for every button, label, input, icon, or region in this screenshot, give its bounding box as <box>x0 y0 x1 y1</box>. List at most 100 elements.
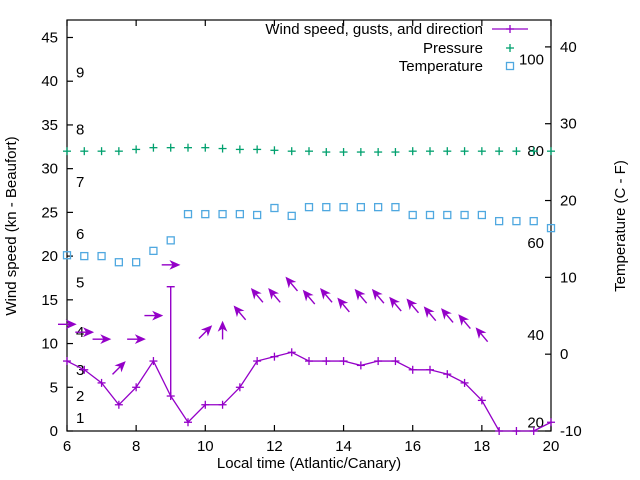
square-marker <box>80 251 89 261</box>
wind-direction-arrow <box>371 288 385 304</box>
plus-marker <box>512 427 521 435</box>
y-axis-left-ticks: 0 5 10 15 20 25 30 35 40 45 <box>41 29 73 440</box>
plus-marker <box>166 143 175 152</box>
plus-marker <box>356 361 365 370</box>
wind-direction-arrow <box>389 296 402 312</box>
plus-marker <box>305 357 313 366</box>
y-tick-label: 30 <box>41 161 58 178</box>
plus-marker <box>201 400 210 409</box>
square-marker <box>287 211 296 221</box>
plus-marker <box>426 365 434 374</box>
plus-marker <box>529 427 538 435</box>
x-tick-label: 16 <box>404 438 421 455</box>
y-tick-label: 0 <box>50 423 58 440</box>
x-tick-label: 8 <box>132 438 140 455</box>
x-axis-title: Local time (Atlantic/Canary) <box>217 455 401 472</box>
plus-marker <box>132 145 141 154</box>
plus-marker <box>506 25 514 33</box>
plus-marker <box>426 147 434 156</box>
plus-marker <box>184 143 192 152</box>
plus-marker <box>149 357 158 366</box>
plus-marker <box>547 418 555 427</box>
y-axis-left-title: Wind speed (kn - Beaufort) <box>3 136 20 315</box>
x-axis-ticks: 6 8 10 12 14 16 18 20 <box>63 20 559 455</box>
square-marker <box>443 210 452 220</box>
fahrenheit-label: 60 <box>527 235 544 252</box>
square-marker <box>252 210 262 220</box>
plus-marker <box>339 357 348 366</box>
plus-marker <box>235 383 244 392</box>
wind-direction-arrow <box>337 297 350 313</box>
gust-bars <box>166 286 175 397</box>
plus-marker <box>114 147 123 156</box>
plus-marker <box>322 148 331 157</box>
y-tick-label: 5 <box>50 379 58 396</box>
plus-marker <box>443 370 452 379</box>
wind-direction-arrow <box>406 298 420 314</box>
plus-marker <box>322 357 331 366</box>
plus-marker <box>80 147 89 156</box>
plus-marker <box>253 145 262 154</box>
y-tick-label: 45 <box>41 29 58 46</box>
plus-marker <box>287 147 296 156</box>
square-marker <box>97 251 106 261</box>
square-marker <box>505 61 515 71</box>
beaufort-label: 6 <box>76 226 84 243</box>
plus-marker <box>391 148 400 157</box>
square-marker <box>391 202 400 212</box>
wind-direction-arrow <box>285 276 299 292</box>
plus-marker <box>495 427 504 435</box>
chart-legend: Wind speed, gusts, and direction Pressure… <box>265 21 528 75</box>
wind-speed-series <box>63 348 555 435</box>
plus-marker <box>132 383 141 392</box>
wind-direction-arrow <box>302 289 316 305</box>
plus-marker <box>477 396 486 405</box>
x-tick-label: 12 <box>266 438 283 455</box>
fahrenheit-label: 40 <box>527 327 544 344</box>
y-axis-right-ticks: -10 0 10 20 30 40 <box>545 39 582 440</box>
wind-direction-arrow <box>441 308 454 323</box>
plus-marker <box>529 147 538 156</box>
plus-marker <box>218 400 227 409</box>
plus-marker <box>63 357 71 366</box>
wind-direction-arrow <box>112 361 126 375</box>
wind-direction-arrow <box>320 287 333 303</box>
plus-marker <box>547 147 555 156</box>
wind-direction-arrow <box>233 305 247 321</box>
plus-marker <box>356 148 365 157</box>
y-tick-label: 10 <box>41 336 58 353</box>
plot-border <box>66 19 552 432</box>
plus-marker <box>97 378 106 387</box>
beaufort-label: 8 <box>76 121 84 138</box>
plus-marker <box>305 147 313 156</box>
wind-direction-arrow <box>58 319 77 330</box>
square-marker <box>270 203 279 213</box>
wind-direction-arrow <box>161 259 181 270</box>
wind-direction-arrow <box>268 287 281 303</box>
plus-marker <box>218 144 227 153</box>
plus-marker <box>460 147 469 156</box>
plus-marker <box>495 147 504 156</box>
square-marker <box>373 202 383 212</box>
square-marker <box>356 202 366 212</box>
y-tick-label: 35 <box>41 117 58 134</box>
plus-marker <box>235 145 244 154</box>
square-marker <box>512 216 521 226</box>
wind-direction-arrow <box>127 334 146 345</box>
plus-marker <box>63 147 71 156</box>
plus-marker <box>184 418 192 427</box>
square-marker <box>201 209 210 219</box>
plus-marker <box>166 392 175 401</box>
y-axis-right-title: Temperature (C - F) <box>612 160 629 292</box>
plus-marker <box>460 378 469 387</box>
plus-marker <box>80 365 89 374</box>
plus-marker <box>374 148 383 157</box>
plus-marker <box>477 147 486 156</box>
wind-direction-arrow <box>75 327 95 338</box>
y-tick-label: 15 <box>41 292 58 309</box>
plus-marker <box>512 147 521 156</box>
